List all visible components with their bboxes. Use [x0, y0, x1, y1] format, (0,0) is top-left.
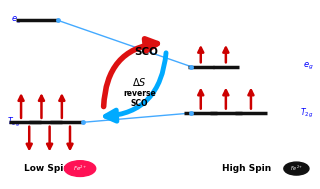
- Text: $Fe^{2+}$: $Fe^{2+}$: [290, 164, 303, 173]
- Text: $e_g$: $e_g$: [11, 15, 22, 26]
- Text: $T_{2g}$: $T_{2g}$: [7, 116, 20, 129]
- Text: High Spin: High Spin: [222, 164, 271, 173]
- Ellipse shape: [284, 162, 309, 175]
- Text: $e_g$: $e_g$: [303, 61, 314, 72]
- Text: $\Delta S$: $\Delta S$: [132, 76, 147, 88]
- Text: reverse
SCO: reverse SCO: [123, 88, 156, 108]
- Text: $T_{2g}$: $T_{2g}$: [300, 106, 314, 120]
- Text: SCO: SCO: [134, 47, 158, 57]
- Text: $Fe^{2+}$: $Fe^{2+}$: [73, 164, 87, 173]
- Text: Low Spin: Low Spin: [24, 164, 70, 173]
- Ellipse shape: [64, 161, 96, 177]
